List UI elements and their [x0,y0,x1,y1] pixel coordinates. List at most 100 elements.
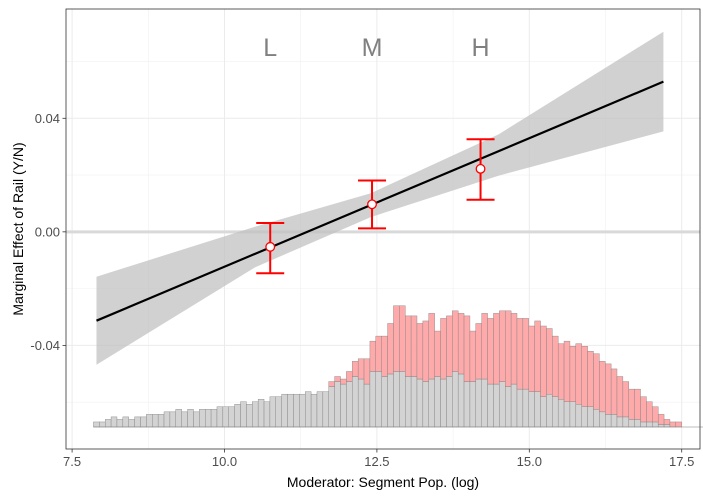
histogram-bar-treated [381,335,388,377]
histogram-bar-control [369,371,377,428]
histogram-bar-control [357,378,365,428]
histogram-bar-control [440,378,447,428]
histogram-bar-control [534,391,541,428]
histogram-bar-control [434,376,441,428]
histogram-bar-control [475,378,482,428]
histogram-bar-treated [440,318,447,380]
histogram-bar-control [299,393,306,428]
histogram-bar-treated [605,363,612,415]
histogram-bar-treated [334,376,341,382]
bin-label-m: M [362,34,383,62]
marginal-effect-line [96,80,664,322]
histogram-bar-treated [628,388,635,420]
histogram-bar-control [169,411,176,428]
bin-point-l [265,241,276,252]
x-axis-title: Moderator: Segment Pop. (log) [287,474,479,490]
histogram-bar-control [310,393,318,428]
histogram-bar-treated [499,310,506,382]
histogram-bar-control [605,414,612,428]
histogram-bar-control [516,388,524,428]
histogram-bar-treated [352,361,359,377]
histogram-bar-control [657,424,665,428]
histogram-bar-control [646,421,653,428]
histogram-bar-control [616,416,624,428]
histogram-bar-treated [516,318,524,390]
histogram-bar-treated [634,388,641,420]
histogram-bar-treated [610,368,618,415]
histogram-bar-control [269,396,276,428]
histogram-bar-control [128,419,135,428]
histogram-bar-control [252,401,259,428]
histogram-bar-control [446,376,453,428]
histogram-bar-treated [557,343,565,400]
histogram-bar-treated [646,401,653,423]
bin-label-l: L [263,34,277,62]
histogram-bar-treated [387,323,394,375]
histogram-bar-control [487,383,494,428]
histogram-bar-control [122,416,129,428]
histogram-bar-control [316,391,324,428]
histogram-bar-control [663,424,671,428]
histogram-bar-control [505,386,512,428]
histogram-bar-treated [675,421,682,428]
x-tick-label: 12.5 [364,454,389,469]
histogram-bar-control [287,393,294,428]
histogram-bar-control [210,409,218,428]
histogram-bar-treated [640,396,647,423]
histogram-bar-treated [534,320,541,392]
histogram-bar-control [428,378,435,428]
histogram-bar-treated [569,346,577,402]
histogram-bar-treated [393,305,400,372]
histogram-bar-control [181,411,188,428]
histogram-bar-control [522,388,529,428]
histogram-bar-control [528,391,535,428]
histogram-bar-control [575,404,582,428]
histogram-bar-treated [487,318,494,385]
histogram-bar-control [581,406,588,428]
histogram-bar-treated [528,325,535,392]
histogram-bar-control [193,411,200,428]
histogram-bar-treated [340,378,347,385]
x-tick-label: 15.0 [517,454,542,469]
axis-layer: 7.5 10.0 12.5 15.0 17.5 -0.04 0.00 0.04 [30,111,694,469]
histogram-bar-control [457,373,465,428]
histogram-bar-treated [452,310,459,372]
histogram-bar-treated [575,343,582,405]
histogram-bar-control [634,419,641,428]
histogram-bar-control [352,376,359,428]
histogram-bar-treated [669,421,677,428]
histogram-bar-control [599,411,606,428]
bin-point-h [475,163,486,174]
histogram-bar-treated [663,419,671,425]
histogram-bar-treated [434,330,441,377]
x-tick-label: 7.5 [63,454,81,469]
histogram-bar-control [557,399,565,428]
histogram-bar-control [205,409,212,428]
histogram-bar-treated [399,305,406,372]
histogram-bar-control [481,378,488,428]
histogram-bar-treated [416,323,424,380]
histogram-bar-control [422,381,429,428]
histogram-bar-control [540,396,547,428]
histogram-bar-treated [363,358,371,385]
histogram-bar-control [257,399,265,428]
histogram-bar-control [640,421,647,428]
histogram-bar-control [99,421,106,428]
histogram-bar-treated [375,335,382,372]
histogram-bar-treated [457,313,465,375]
histogram-bar-treated [428,313,435,380]
histogram-bar-treated [587,351,594,407]
histogram-bar-treated [652,406,659,423]
histogram-bar-control [328,386,335,428]
histogram-bar-control [246,404,253,428]
plot-panel-border [65,8,701,450]
histogram-bar-control [463,381,471,428]
histogram-bar-control [187,409,194,428]
histogram-bar-control [199,409,206,428]
histogram-bar-treated [369,340,377,372]
histogram-bar-control [610,414,618,428]
histogram-bar-control [628,419,635,428]
